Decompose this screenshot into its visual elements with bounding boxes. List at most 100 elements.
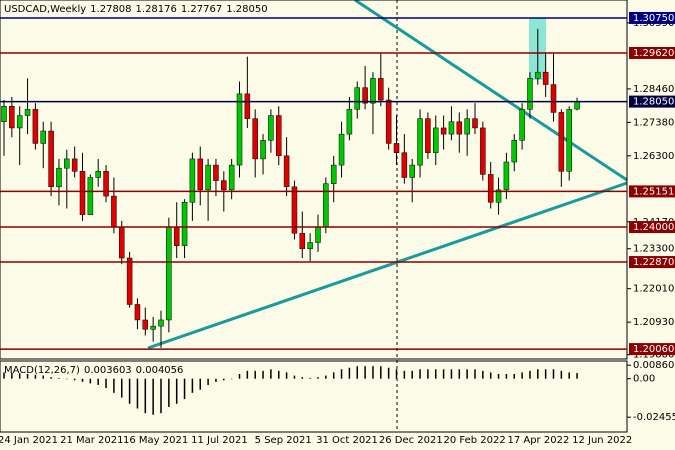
candle-body (205, 164, 211, 191)
candle-body (221, 180, 227, 191)
y-tick-label: 1.22010 (633, 284, 674, 295)
macd-bar (497, 374, 500, 379)
ohlc-value: 1.27808 (90, 4, 131, 15)
macd-bar (380, 366, 382, 379)
macd-bar (332, 372, 335, 379)
candle-body (456, 121, 463, 135)
macd-bar (372, 366, 374, 379)
level-label: 1.28050 (633, 97, 674, 108)
macd-bar (340, 369, 343, 379)
candle-body (197, 158, 203, 191)
macd-bar (489, 372, 492, 379)
candle-body (487, 174, 494, 203)
candle-body (283, 155, 290, 188)
macd-bar (3, 372, 5, 379)
level-label: 1.25151 (633, 186, 674, 197)
y-tick-label: -0.02455 (633, 412, 675, 423)
candle-body (378, 78, 384, 101)
candle-body (480, 127, 486, 175)
macd-bar (293, 375, 296, 379)
candle-body (181, 202, 188, 246)
x-tick-label: 17 Apr 2022 (507, 435, 569, 446)
macd-bar (160, 378, 162, 414)
x-tick-label: 21 Mar 2021 (60, 435, 123, 446)
candle-body (268, 115, 274, 141)
macd-bar (278, 370, 280, 379)
macd-bar (560, 370, 563, 379)
macd-bar (395, 369, 398, 379)
candle-body (566, 109, 572, 172)
macd-bar (474, 369, 476, 379)
macd-bar (42, 375, 44, 379)
candle-body (16, 115, 23, 129)
level-label: 1.20060 (633, 344, 674, 355)
candle-body (48, 130, 54, 188)
level-label: 1.24000 (633, 222, 674, 233)
macd-bar (89, 378, 92, 384)
macd-bar (544, 369, 547, 379)
y-tick-label: 0.00 (633, 374, 655, 385)
candle-body (95, 171, 101, 178)
macd-bar (505, 374, 508, 379)
y-tick-label: 1.27380 (633, 117, 674, 128)
candle-body (542, 71, 549, 85)
candle-body (24, 109, 31, 116)
candle-body (32, 109, 39, 144)
macd-bar (442, 369, 445, 379)
candle-body (338, 133, 345, 166)
macd-bar (513, 374, 515, 379)
ohlc-value: 1.28176 (136, 4, 177, 15)
candle-body (56, 167, 62, 188)
macd-bar (175, 378, 178, 404)
candle-body (558, 112, 565, 172)
candle-body (503, 161, 510, 191)
macd-bar (552, 369, 555, 379)
x-tick-label: 11 Jul 2021 (191, 435, 248, 446)
macd-bar (301, 377, 304, 379)
candle-body (119, 226, 125, 259)
candle-body (71, 158, 78, 172)
trendline (147, 181, 628, 350)
candle-body (519, 109, 525, 141)
candle-body (9, 105, 15, 129)
candle-body (189, 158, 196, 203)
candle-body (307, 242, 313, 249)
macd-bar (199, 378, 201, 390)
candle-body (276, 115, 282, 157)
candle-body (252, 118, 258, 160)
trendline (354, 0, 628, 182)
candle-body (126, 257, 133, 305)
macd-bar (458, 369, 461, 379)
macd-bar (18, 373, 21, 379)
candle-body (472, 118, 478, 129)
macd-bar (113, 378, 115, 393)
macd-bar (238, 374, 241, 379)
candle-body (354, 87, 360, 110)
x-tick-label: 20 Feb 2022 (443, 435, 505, 446)
macd-bar (223, 378, 225, 381)
macd-bar (58, 377, 60, 379)
macd-bar (191, 378, 194, 393)
macd-bar (168, 378, 170, 407)
x-tick-label: 24 Jan 2021 (0, 435, 58, 446)
macd-bar (26, 374, 29, 379)
macd-bar (576, 373, 578, 379)
candle-body (323, 183, 329, 228)
level-label: 1.22870 (633, 257, 674, 268)
macd-bar (50, 377, 52, 379)
candle-body (150, 325, 156, 330)
candle-body (550, 84, 557, 113)
candle-body (527, 78, 533, 110)
macd-bar (403, 370, 406, 379)
macd-bar (136, 378, 139, 409)
level-label: 1.29620 (633, 48, 674, 59)
x-tick-label: 5 Sep 2021 (255, 435, 312, 446)
ohlc-value: 1.27767 (181, 4, 222, 15)
level-box (629, 95, 675, 108)
macd-bar (387, 367, 390, 379)
macd-header: MACD(12,26,7) 0.003603 0.004056 (4, 365, 183, 376)
level-box (629, 11, 675, 24)
candle-body (448, 121, 455, 135)
candle-body (111, 195, 117, 228)
candle-body (330, 164, 337, 184)
